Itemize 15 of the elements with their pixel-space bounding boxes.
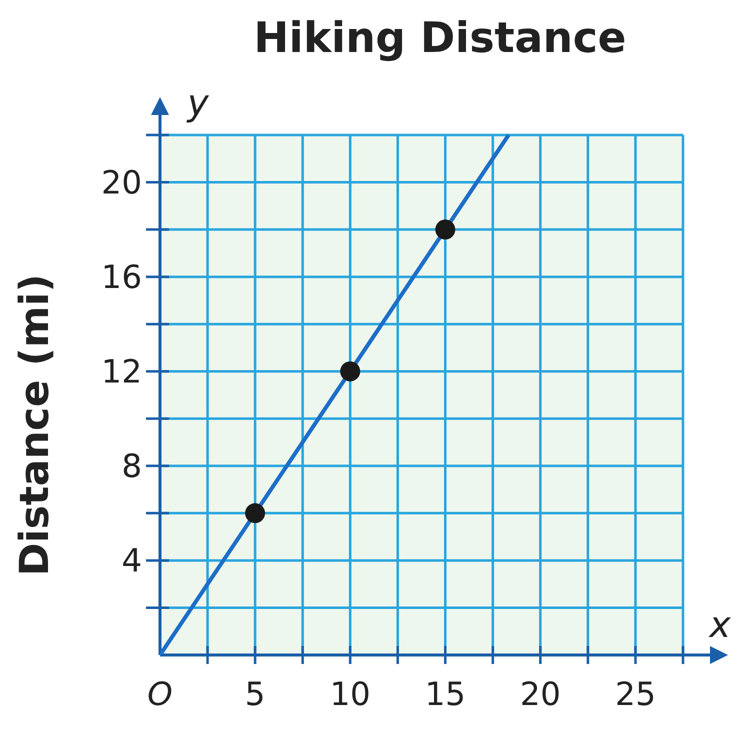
- y-axis-title: Distance (mi): [12, 274, 58, 576]
- x-tick-label: 5: [244, 675, 266, 713]
- x-tick-label: 20: [520, 675, 561, 713]
- y-tick-label: 4: [122, 542, 142, 580]
- y-tick-label: 20: [101, 163, 142, 202]
- x-tick-label: 25: [615, 675, 656, 713]
- text: y: [186, 83, 210, 124]
- y-tick-label: 8: [122, 447, 142, 486]
- x-tick-label: 15: [424, 675, 466, 713]
- y-tick-label: 12: [101, 352, 142, 391]
- y-tick-label: 16: [101, 258, 142, 296]
- chart-title: Hiking Distance: [254, 13, 626, 62]
- x-tick-label: O: [147, 675, 173, 713]
- x-tick-label: 10: [330, 675, 371, 713]
- x-axis-title: x: [708, 605, 732, 646]
